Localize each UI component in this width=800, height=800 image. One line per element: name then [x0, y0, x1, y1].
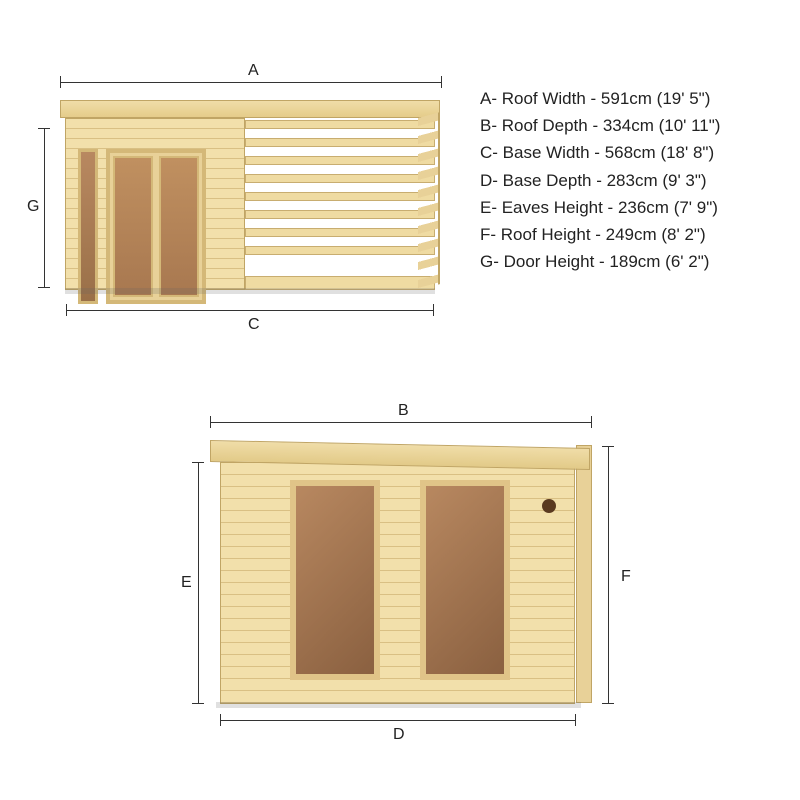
side-roof-edge [576, 445, 592, 703]
vent-icon [542, 499, 556, 513]
slat [245, 120, 435, 129]
side-window-1 [290, 480, 380, 680]
dim-label-A: A [245, 62, 262, 80]
dim-line-B [210, 422, 592, 423]
slat [245, 246, 435, 255]
dim-label-F: F [618, 568, 634, 586]
front-base-shadow [65, 288, 435, 294]
slat [245, 192, 435, 201]
front-roof [60, 100, 440, 118]
dim-line-D [220, 720, 576, 721]
dim-label-C: C [245, 316, 263, 334]
front-narrow-window [78, 149, 98, 304]
side-window-2 [420, 480, 510, 680]
dim-line-E [198, 462, 199, 704]
front-enclosed-wall [65, 118, 245, 290]
diagram-container: A G C [0, 0, 800, 800]
dim-line-A [60, 82, 442, 83]
slat [245, 156, 435, 165]
dim-line-C [66, 310, 434, 311]
legend-line-G: G- Door Height - 189cm (6' 2") [480, 248, 720, 275]
door-panel-right [159, 156, 199, 297]
legend-line-D: D- Base Depth - 283cm (9' 3") [480, 167, 720, 194]
legend-line-B: B- Roof Depth - 334cm (10' 11") [480, 112, 720, 139]
dim-line-G [44, 128, 45, 288]
dimensions-legend: A- Roof Width - 591cm (19' 5") B- Roof D… [480, 85, 720, 275]
slat [245, 174, 435, 183]
front-view [60, 100, 440, 300]
legend-line-E: E- Eaves Height - 236cm (7' 9") [480, 194, 720, 221]
dim-line-F [608, 446, 609, 704]
legend-line-A: A- Roof Width - 591cm (19' 5") [480, 85, 720, 112]
door-panel-left [113, 156, 153, 297]
slat [245, 138, 435, 147]
dim-label-D: D [390, 726, 408, 744]
side-wall [220, 462, 575, 704]
dim-label-B: B [395, 402, 412, 420]
side-view: B E F D [220, 440, 580, 720]
dim-label-E: E [178, 574, 195, 592]
legend-line-F: F- Roof Height - 249cm (8' 2") [480, 221, 720, 248]
dim-label-G: G [24, 198, 42, 216]
legend-line-C: C- Base Width - 568cm (18' 8") [480, 139, 720, 166]
front-double-door [106, 149, 206, 304]
slatted-side-panel [418, 112, 440, 290]
slat [245, 210, 435, 219]
slat [245, 228, 435, 237]
side-base-shadow [216, 702, 581, 708]
front-slatted-pergola [245, 118, 435, 290]
